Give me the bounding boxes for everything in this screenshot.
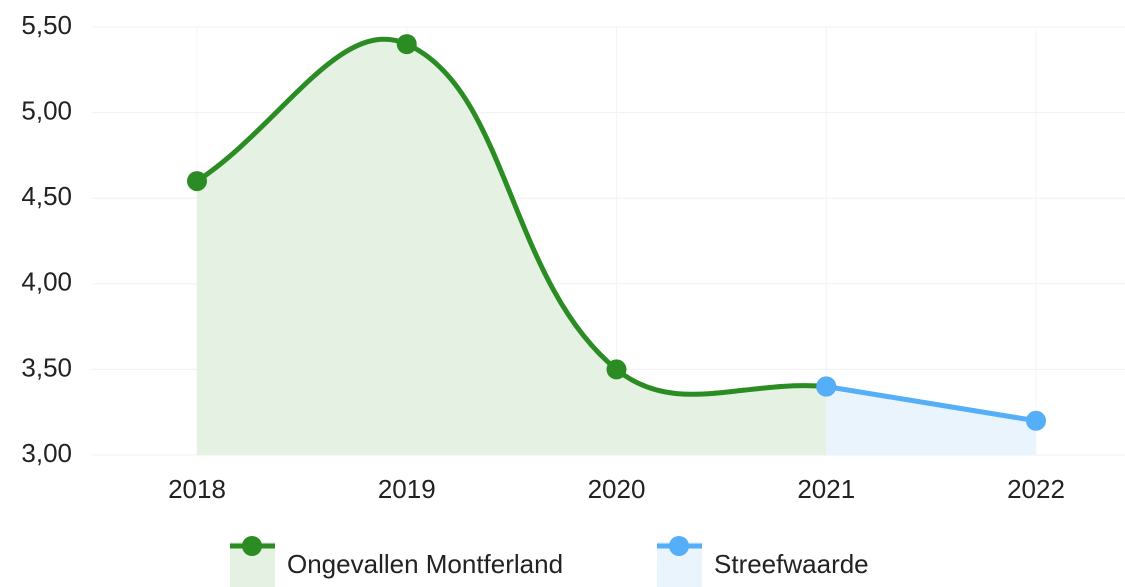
- data-point: [1026, 410, 1046, 431]
- data-point: [606, 359, 627, 380]
- x-tick-label: 2021: [797, 474, 855, 504]
- y-tick-label: 4,50: [21, 181, 72, 211]
- x-tick-label: 2022: [1007, 474, 1065, 504]
- series-line: [825, 384, 1037, 424]
- x-tick-label: 2019: [378, 474, 436, 504]
- legend-label[interactable]: Streefwaarde: [714, 549, 869, 579]
- y-tick-label: 3,50: [21, 352, 72, 382]
- legend-dot[interactable]: [669, 536, 689, 556]
- y-tick-label: 4,00: [21, 267, 72, 297]
- y-tick-label: 5,50: [21, 10, 72, 40]
- series-area: [826, 386, 1036, 455]
- data-point: [187, 171, 207, 192]
- series-line: [195, 36, 827, 397]
- y-tick-label: 3,00: [21, 438, 72, 468]
- x-tick-label: 2020: [588, 474, 646, 504]
- series-area: [197, 39, 827, 455]
- y-tick-label: 5,00: [21, 95, 72, 125]
- legend-dot[interactable]: [242, 536, 262, 556]
- data-point: [396, 34, 417, 55]
- data-point: [816, 376, 837, 397]
- x-tick-label: 2018: [168, 474, 226, 504]
- legend-label[interactable]: Ongevallen Montferland: [287, 549, 563, 579]
